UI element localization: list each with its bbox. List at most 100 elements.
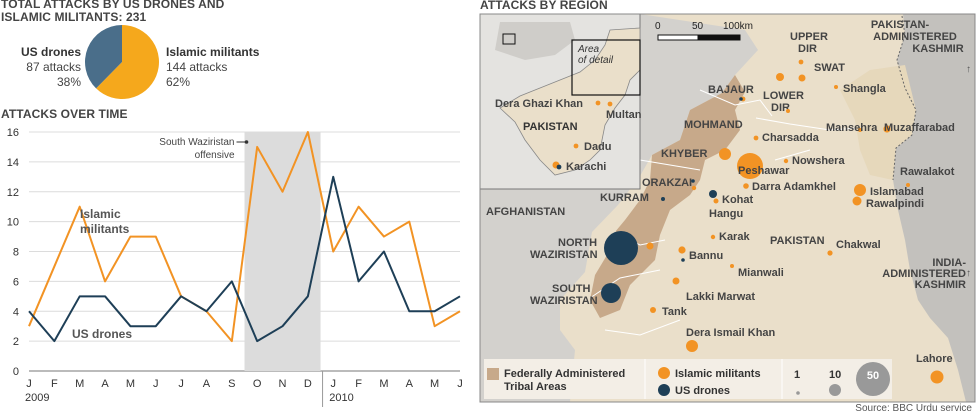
- map-title: ATTACKS BY REGION: [480, 0, 608, 12]
- label-upper-dir-1: UPPER: [790, 31, 828, 43]
- label-lower-dir-1: LOWER: [763, 90, 804, 102]
- label-north-waziristan-1: NORTH: [558, 237, 597, 249]
- source-credit: Source: BBC Urdu service: [855, 403, 972, 414]
- y-tick-2: 2: [13, 336, 19, 348]
- province-borders: [589, 89, 859, 336]
- label-rawalakot: Rawalakot: [900, 166, 955, 178]
- drone-attack-bubbles: [601, 97, 743, 303]
- label-shangla: Shangla: [843, 83, 887, 95]
- label-lower-dir-2: DIR: [771, 102, 790, 114]
- y-tick-8: 8: [13, 247, 19, 259]
- legend-size-50-label: 50: [867, 370, 879, 382]
- bubble-militants-khyber: [719, 148, 731, 160]
- bubble-militants-nowshera: [783, 158, 789, 164]
- label-bannu: Bannu: [689, 250, 723, 262]
- label-bajaur: BAJAUR: [708, 84, 754, 96]
- series-line-us-drones: [28, 175, 461, 343]
- bubble-drones-bajaur: [739, 97, 743, 101]
- legend-background: [484, 359, 892, 399]
- bubble-drones-south-waziristan: [601, 283, 621, 303]
- y-tick-4: 4: [13, 306, 19, 318]
- bubble-militants-darra: [743, 183, 749, 189]
- label-kohat: Kohat: [722, 194, 754, 206]
- x-tick-13: F: [355, 378, 362, 390]
- bubble-militants-dera-ismail-khan: [686, 340, 698, 352]
- year-label-2010: 2010: [329, 392, 353, 404]
- x-tick-15: A: [406, 378, 414, 390]
- label-muzaffarabad: Muzaffarabad: [884, 122, 955, 134]
- y-tick-10: 10: [7, 217, 19, 229]
- inset-label-karachi: Karachi: [566, 161, 606, 173]
- label-upper-dir-2: DIR: [798, 43, 817, 55]
- label-pakistan-administered-kashmir-1: PAKISTAN-: [871, 19, 930, 31]
- label-lahore: Lahore: [916, 353, 953, 365]
- bubble-drones-bannu: [681, 258, 685, 262]
- x-tick-1: F: [51, 378, 58, 390]
- bubble-militants-orakzai: [691, 185, 697, 191]
- label-india-administered-kashmir-2: ADMINISTERED: [882, 268, 966, 280]
- label-lakki-marwat: Lakki Marwat: [686, 291, 755, 303]
- line-of-control: [892, 15, 917, 181]
- inset-dot-karachi-drones: [556, 164, 562, 170]
- legend-size-10-circle: [829, 384, 841, 396]
- bubble-militants-charsadda: [753, 135, 759, 141]
- y-tick-6: 6: [13, 276, 19, 288]
- pie-slice-islamic-militants: [96, 25, 159, 99]
- label-karak: Karak: [719, 231, 750, 243]
- legend-fata-swatch: [487, 368, 499, 380]
- label-darra-adamkhel: Darra Adamkhel: [752, 181, 836, 193]
- x-tick-14: M: [379, 378, 388, 390]
- x-tick-16: M: [430, 378, 439, 390]
- x-tick-8: S: [228, 378, 235, 390]
- x-tick-2: M: [75, 378, 84, 390]
- series-line-islamic-militants: [28, 131, 461, 343]
- series-label-us-drones: US drones: [72, 327, 132, 341]
- pie-slice-us-drones: [85, 25, 122, 89]
- militant-attack-bubbles: [646, 59, 944, 384]
- label-mohmand: MOHMAND: [684, 119, 743, 131]
- pakistan-administered-kashmir-area: [840, 65, 916, 180]
- label-peshawar: Peshawar: [738, 165, 790, 177]
- place-labels: Shangla Charsadda Mansehra Muzaffarabad …: [662, 83, 955, 365]
- label-orakzai: ORAKZAI: [642, 177, 692, 189]
- legend-militants-label: Islamic militants: [675, 368, 761, 380]
- bubble-militants-peshawar: [737, 153, 763, 179]
- offensive-annotation-dot: [244, 140, 249, 144]
- label-india-administered-kashmir-3: KASHMIR: [915, 279, 966, 291]
- label-india-administered-kashmir-1: INDIA-: [932, 257, 966, 269]
- legend-drones-label: US drones: [675, 385, 730, 397]
- bubble-militants-rawalpindi: [852, 196, 862, 206]
- india-administered-kashmir-area: [893, 14, 975, 402]
- legend-fata-label-1: Federally Administered: [504, 368, 625, 380]
- pie-legend-militants: Islamic militants 144 attacks 62%: [166, 45, 260, 89]
- legend-size-10-label: 10: [829, 369, 841, 381]
- bubble-militants-islamabad: [854, 184, 866, 196]
- x-tick-17: J: [457, 378, 463, 390]
- label-swat: SWAT: [814, 62, 845, 74]
- map-legend: Federally Administered Tribal Areas Isla…: [484, 359, 892, 399]
- label-mansehra: Mansehra: [826, 122, 878, 134]
- south-waziristan-offensive-shade: [244, 132, 321, 371]
- legend-drones-swatch: [658, 384, 670, 396]
- x-tick-0: J: [26, 378, 32, 390]
- bubble-militants-mianwali: [730, 264, 734, 268]
- x-tick-5: J: [153, 378, 159, 390]
- bubble-militants-rawalakot: [906, 183, 910, 187]
- inset-pakistan-outline: [499, 27, 641, 176]
- x-tick-3: A: [101, 378, 109, 390]
- pak-kashmir-arrow-icon: ↑: [966, 64, 971, 75]
- bubble-drones-kohat: [709, 190, 717, 198]
- pie-chart: [85, 25, 159, 99]
- x-tick-6: J: [178, 378, 184, 390]
- label-afghanistan: AFGHANISTAN: [486, 206, 565, 218]
- label-tank: Tank: [662, 306, 688, 318]
- bubble-militants-swat: [798, 74, 806, 82]
- offensive-annotation-line2: offensive: [195, 150, 235, 161]
- bubble-militants-bannu: [678, 246, 686, 254]
- pie-legend-us: US drones 87 attacks 38%: [20, 45, 81, 89]
- label-pakistan-administered-kashmir-2: ADMINISTERED: [873, 31, 957, 43]
- y-tick-16: 16: [7, 127, 19, 139]
- legend-fata-label-2: Tribal Areas: [504, 381, 567, 393]
